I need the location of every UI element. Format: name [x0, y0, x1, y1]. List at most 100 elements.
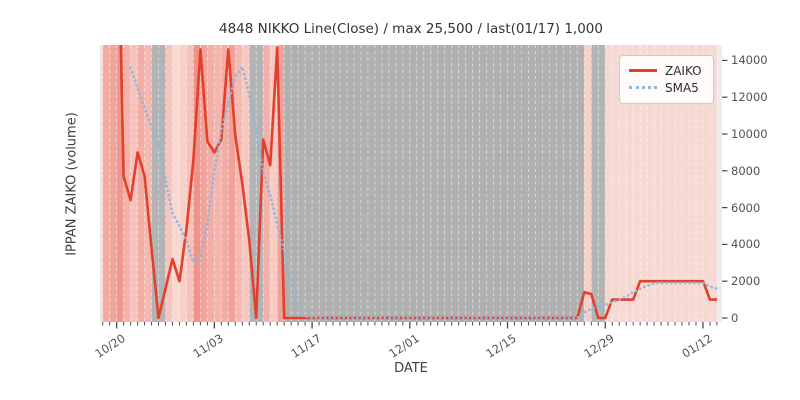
day-band — [360, 45, 368, 322]
day-band — [116, 45, 124, 322]
day-band — [353, 45, 361, 322]
legend-label-sma5: SMA5 — [665, 80, 699, 95]
day-band — [444, 45, 452, 322]
day-band — [381, 45, 389, 322]
plot-canvas — [100, 45, 722, 322]
day-band — [235, 45, 243, 322]
day-band — [584, 45, 592, 322]
sma5-line-swatch — [629, 86, 657, 89]
chart-title: 4848 NIKKO Line(Close) / max 25,500 / la… — [219, 21, 603, 37]
day-band — [242, 45, 250, 322]
day-band — [312, 45, 320, 322]
day-band — [514, 45, 522, 322]
day-band — [214, 45, 222, 322]
day-band — [472, 45, 480, 322]
day-band — [333, 45, 341, 322]
day-band — [437, 45, 445, 322]
day-band — [430, 45, 438, 322]
day-band — [200, 45, 208, 322]
x-axis-label: DATE — [394, 361, 428, 376]
day-band — [416, 45, 424, 322]
day-band — [542, 45, 550, 322]
day-band — [521, 45, 529, 322]
day-band — [179, 45, 187, 322]
day-band — [340, 45, 348, 322]
y-tick-label: 6000 — [731, 200, 761, 215]
day-band — [535, 45, 543, 322]
day-band — [675, 45, 683, 322]
day-band — [716, 45, 722, 322]
day-band — [284, 45, 292, 322]
day-band — [326, 45, 334, 322]
day-band — [100, 45, 103, 322]
day-band — [549, 45, 557, 322]
day-band — [137, 45, 145, 322]
day-band — [689, 45, 697, 322]
day-band — [626, 45, 634, 322]
day-band — [500, 45, 508, 322]
day-band — [458, 45, 466, 322]
day-band — [647, 45, 655, 322]
day-band — [109, 45, 117, 322]
day-band — [228, 45, 236, 322]
day-band — [633, 45, 641, 322]
sma5-line — [129, 63, 719, 320]
day-band — [577, 45, 585, 322]
day-band — [619, 45, 627, 322]
day-band — [207, 45, 215, 322]
day-band — [598, 45, 606, 322]
legend: ZAIKO SMA5 — [619, 55, 714, 104]
day-band — [172, 45, 180, 322]
legend-item-sma5: SMA5 — [629, 79, 704, 96]
day-band — [682, 45, 690, 322]
day-band — [374, 45, 382, 322]
day-band — [507, 45, 515, 322]
day-band — [591, 45, 599, 322]
day-band — [563, 45, 571, 322]
day-band — [395, 45, 403, 322]
day-band — [640, 45, 648, 322]
y-tick-label: 2000 — [731, 274, 761, 289]
day-band — [346, 45, 355, 322]
day-band — [612, 45, 620, 322]
day-band — [709, 45, 717, 322]
day-band — [305, 45, 313, 322]
day-band — [193, 45, 201, 322]
day-band — [123, 45, 131, 322]
day-band — [465, 45, 473, 322]
y-tick-label: 12000 — [731, 90, 768, 105]
day-band — [654, 45, 662, 322]
day-band — [102, 45, 110, 322]
zaiko-line-swatch — [629, 69, 657, 72]
day-band — [702, 45, 710, 322]
day-band — [402, 45, 410, 322]
day-band — [270, 45, 278, 322]
y-tick-label: 0 — [731, 311, 739, 325]
day-band — [451, 45, 459, 322]
day-band — [158, 45, 166, 322]
day-band — [256, 45, 264, 322]
legend-item-zaiko: ZAIKO — [629, 62, 704, 79]
day-band — [493, 45, 501, 322]
day-band — [695, 45, 704, 322]
day-band — [165, 45, 173, 322]
day-band — [367, 45, 375, 322]
day-band — [668, 45, 676, 322]
y-tick-label: 14000 — [731, 53, 768, 68]
day-band — [556, 45, 564, 322]
y-tick-label: 10000 — [731, 127, 768, 141]
day-band — [661, 45, 669, 322]
day-band — [388, 45, 396, 322]
day-band — [249, 45, 257, 322]
day-band — [221, 45, 229, 322]
day-band — [298, 45, 306, 322]
y-tick-label: 8000 — [731, 163, 761, 178]
day-band — [605, 45, 613, 322]
legend-label-zaiko: ZAIKO — [665, 63, 702, 78]
y-tick-label: 4000 — [731, 237, 761, 252]
day-band — [486, 45, 494, 322]
day-band — [319, 45, 327, 322]
day-band — [570, 45, 578, 322]
